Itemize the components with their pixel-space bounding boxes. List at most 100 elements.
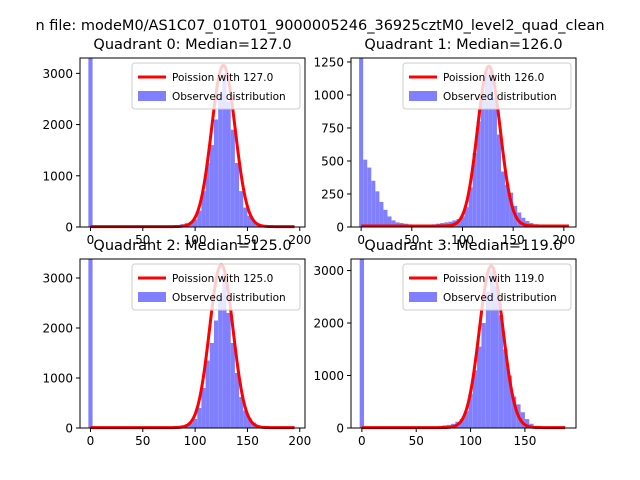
y-tick-label: 2000 (313, 317, 344, 331)
histogram-bar (201, 388, 206, 428)
histogram-bar (251, 220, 256, 227)
histogram-bar (239, 191, 244, 227)
legend: Poission with 127.0 Observed distribution (131, 62, 301, 110)
histogram-bar (477, 346, 482, 428)
quadrant-1-axes: Quadrant 1: Median=126.0 0 50 100 150 200 0 250… (313, 37, 577, 247)
legend-label-observed: Observed distribution (443, 91, 557, 103)
legend-frame (402, 263, 572, 311)
histogram-bar (481, 323, 486, 428)
y-tick-label: 750 (321, 121, 344, 135)
x-tick-label: 50 (409, 434, 424, 448)
y-tick-label: 1000 (313, 88, 344, 102)
histogram-bar (509, 192, 514, 227)
legend-label-poisson: Poission with 125.0 (172, 273, 273, 285)
histogram-bar (230, 343, 235, 428)
histogram-bars (88, 58, 298, 228)
histogram-bar (464, 411, 469, 428)
histogram-bar (496, 134, 501, 227)
histogram-bar (230, 129, 235, 227)
histogram-bar (468, 393, 473, 428)
x-tick-label: 200 (288, 233, 311, 247)
histogram-bar (188, 422, 194, 428)
histogram-bar (205, 360, 210, 428)
axes-frame (350, 258, 577, 429)
x-tick-label: 150 (513, 434, 536, 448)
legend-bar-swatch (138, 292, 166, 302)
histogram-bar (464, 207, 469, 227)
histogram-bar (472, 370, 478, 428)
x-tick-label: 150 (236, 434, 259, 448)
histogram-bar (480, 94, 485, 227)
histogram-bar (193, 219, 198, 227)
x-tick-label: 100 (451, 233, 474, 247)
histogram-bar (387, 216, 392, 227)
histogram-bar (205, 162, 210, 227)
histogram-bar (484, 72, 489, 227)
axes-title: Quadrant 2: Median=125.0 (93, 238, 291, 254)
y-tick-label: 0 (65, 422, 73, 436)
histogram-bar (476, 121, 481, 227)
histogram-bar (363, 159, 368, 227)
histogram-bar (209, 145, 214, 227)
histogram-bar (488, 71, 493, 227)
histogram-bar (234, 373, 240, 428)
quadrant-0-axes: Quadrant 0: Median=127.00 50 100 150 2000100… (42, 37, 311, 247)
quadrant-2-axes: Quadrant 2: Median=125.00 50 100 150 2000100… (42, 238, 311, 448)
y-tick-label: 1000 (42, 372, 73, 386)
histogram-bar (197, 408, 202, 428)
histogram-bar (472, 153, 477, 227)
histogram-bar (226, 101, 231, 227)
legend: Poission with 119.0 Observed distribution (402, 263, 572, 311)
x-tick-label: 0 (358, 434, 366, 448)
y-tick-label: 1250 (313, 55, 344, 69)
histogram-bars (359, 259, 565, 428)
quadrant-3-axes: Quadrant 3: Median=119.0 0 50 100 150 0 1000 20… (313, 238, 577, 448)
histogram-bar (524, 419, 530, 428)
x-tick-label: 0 (357, 233, 365, 247)
histogram-bar (247, 215, 252, 227)
x-tick-label: 100 (184, 233, 207, 247)
y-tick-label: 0 (336, 422, 344, 436)
legend-bar-swatch (138, 91, 166, 101)
legend-bar-swatch (409, 292, 437, 302)
histogram-bar (460, 216, 465, 227)
x-tick-label: 100 (459, 434, 482, 448)
legend: Poission with 125.0 Observed distribution (131, 263, 301, 311)
poisson-curve (360, 64, 570, 228)
histogram-bar (226, 313, 231, 428)
legend-label-poisson: Poission with 126.0 (443, 72, 544, 84)
histogram-bar (511, 396, 517, 428)
histogram-bar (197, 210, 202, 227)
histogram-bar (383, 209, 388, 227)
x-tick-label: 50 (404, 233, 419, 247)
histogram-bar (459, 419, 465, 428)
histogram-bar (492, 97, 497, 227)
x-tick-label: 0 (87, 434, 95, 448)
y-tick-label: 1000 (313, 369, 344, 383)
legend-label-poisson: Poission with 119.0 (443, 273, 544, 285)
legend-frame (402, 62, 572, 110)
y-tick-label: 3000 (313, 264, 344, 278)
histogram-bar (213, 119, 219, 227)
histogram-bar (505, 184, 510, 227)
histogram-bar (222, 73, 227, 227)
histogram-bar (88, 58, 93, 227)
histogram-bar (218, 295, 223, 428)
histogram-bar (371, 180, 376, 227)
histogram-bar (494, 286, 499, 428)
y-tick-label: 3000 (42, 272, 73, 286)
y-tick-label: 500 (321, 154, 344, 168)
legend-frame (131, 263, 301, 311)
histogram-bar (243, 410, 248, 428)
x-tick-label: 200 (288, 434, 311, 448)
x-tick-label: 50 (135, 434, 150, 448)
histogram-bar (485, 291, 491, 428)
histogram-bar (239, 397, 244, 428)
y-tick-label: 3000 (42, 67, 73, 81)
legend-label-observed: Observed distribution (172, 91, 286, 103)
legend-label-observed: Observed distribution (172, 292, 286, 304)
axes-title: Quadrant 1: Median=126.0 (364, 37, 562, 53)
legend-bar-swatch (409, 91, 437, 101)
histogram-bar (359, 259, 365, 428)
x-tick-label: 150 (502, 233, 525, 247)
